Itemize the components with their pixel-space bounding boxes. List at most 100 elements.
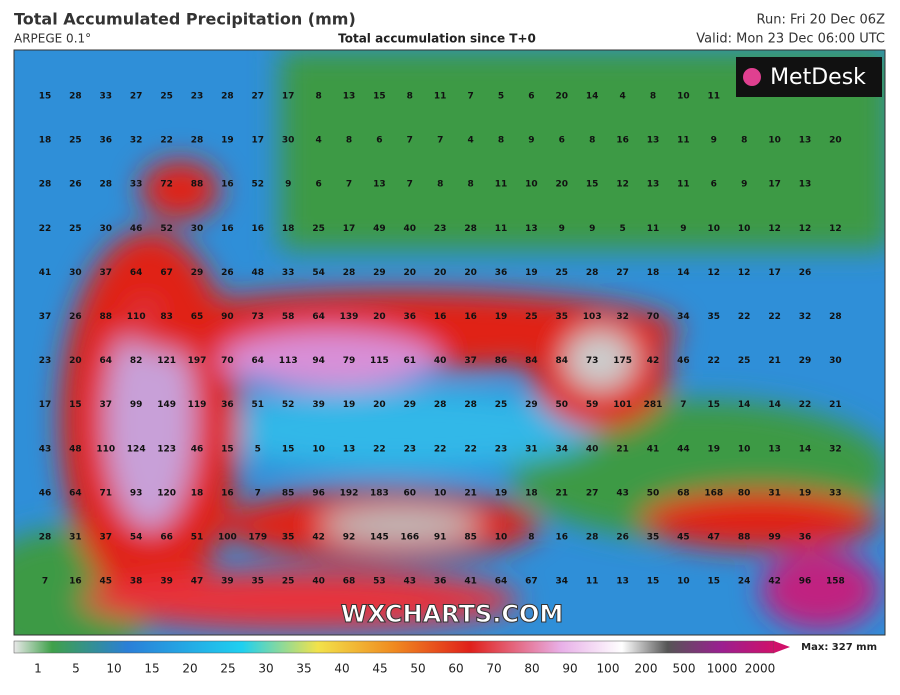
grid-value: 16 [221,488,234,498]
grid-value: 30 [69,268,82,278]
model: ARPEGE 0.1° [14,32,91,46]
grid-value: 45 [100,577,113,587]
grid-value: 9 [589,224,595,234]
grid-value: 28 [586,268,599,278]
grid-value: 48 [252,268,265,278]
grid-value: 38 [130,577,143,587]
grid-value: 26 [799,268,812,278]
grid-value: 17 [343,224,356,234]
grid-value: 15 [708,400,721,410]
grid-value: 10 [495,533,508,543]
grid-value: 13 [647,136,660,146]
grid-value: 10 [708,224,721,234]
grid-value: 13 [768,444,781,454]
colorbar-label: 60 [448,662,463,676]
grid-value: 40 [434,356,447,366]
grid-value: 23 [434,224,447,234]
grid-value: 22 [708,356,721,366]
grid-value: 11 [586,577,599,587]
grid-value: 7 [407,180,413,190]
grid-value: 91 [434,533,447,543]
grid-value: 13 [799,180,812,190]
grid-value: 71 [100,488,113,498]
grid-value: 13 [343,444,356,454]
grid-value: 6 [559,136,565,146]
grid-value: 14 [738,400,751,410]
colorbar-label: 2000 [745,662,776,676]
grid-value: 31 [69,533,82,543]
grid-value: 84 [525,356,538,366]
grid-value: 16 [221,224,234,234]
grid-value: 48 [69,444,82,454]
grid-value: 8 [741,136,747,146]
grid-value: 23 [404,444,417,454]
grid-value: 17 [252,136,265,146]
grid-value: 99 [768,533,781,543]
title: Total Accumulated Precipitation (mm) [14,10,356,29]
grid-value: 15 [586,180,599,190]
grid-value: 61 [404,356,417,366]
grid-value: 5 [498,92,504,102]
grid-value: 6 [376,136,382,146]
grid-value: 82 [130,356,143,366]
grid-value: 41 [647,444,660,454]
grid-value: 43 [39,444,52,454]
grid-value: 42 [647,356,660,366]
grid-value: 25 [69,136,82,146]
grid-value: 41 [464,577,477,587]
grid-value: 20 [434,268,447,278]
grid-value: 11 [647,224,660,234]
grid-value: 51 [252,400,265,410]
grid-value: 29 [799,356,812,366]
grid-value: 12 [738,268,751,278]
grid-value: 80 [738,488,751,498]
colorbar-label: 500 [673,662,696,676]
grid-value: 25 [525,312,538,322]
grid-value: 46 [191,444,204,454]
grid-value: 37 [100,533,113,543]
grid-value: 99 [130,400,143,410]
colorbar-label: 5 [72,662,80,676]
grid-value: 18 [282,224,295,234]
grid-value: 17 [768,180,781,190]
grid-value: 12 [708,268,721,278]
grid-value: 6 [315,180,321,190]
grid-value: 32 [130,136,143,146]
grid-value: 92 [343,533,356,543]
grid-value: 35 [252,577,265,587]
grid-value: 22 [799,400,812,410]
grid-value: 11 [495,180,508,190]
colorbar-arrow [774,641,790,653]
grid-value: 34 [556,577,569,587]
grid-value: 26 [69,312,82,322]
grid-value: 121 [157,356,176,366]
grid-value: 22 [434,444,447,454]
grid-value: 22 [39,224,52,234]
grid-value: 10 [677,577,690,587]
grid-value: 19 [495,488,508,498]
grid-value: 175 [613,356,632,366]
grid-value: 23 [39,356,52,366]
grid-value: 33 [282,268,295,278]
grid-value: 44 [677,444,690,454]
grid-value: 20 [373,400,386,410]
grid-value: 36 [100,136,113,146]
grid-value: 7 [407,136,413,146]
grid-value: 72 [160,180,173,190]
grid-value: 15 [282,444,295,454]
grid-value: 9 [741,180,747,190]
grid-value: 36 [404,312,417,322]
grid-value: 168 [704,488,723,498]
grid-value: 21 [768,356,781,366]
grid-value: 46 [39,488,52,498]
grid-value: 64 [312,312,325,322]
grid-value: 139 [340,312,359,322]
grid-value: 25 [495,400,508,410]
grid-value: 16 [221,180,234,190]
grid-value: 21 [464,488,477,498]
grid-value: 32 [616,312,629,322]
grid-value: 28 [343,268,356,278]
grid-value: 90 [221,312,234,322]
